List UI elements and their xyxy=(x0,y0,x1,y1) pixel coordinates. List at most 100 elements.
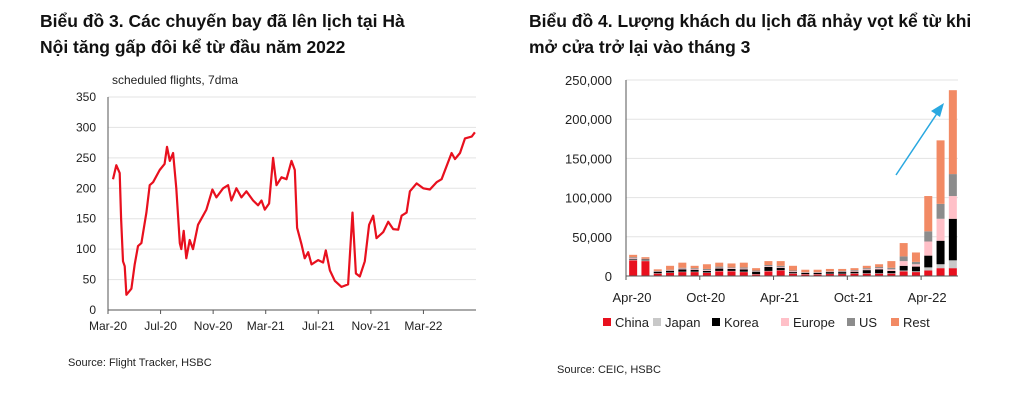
bar-korea-may-22 xyxy=(936,240,945,265)
bar-rest-mar-21 xyxy=(764,261,773,266)
bar-rest-jul-20 xyxy=(666,265,675,270)
legend-label-rest: Rest xyxy=(903,315,930,330)
bar-japan-apr-22 xyxy=(924,267,933,271)
bar-korea-dec-21 xyxy=(875,269,884,274)
bar-china-sep-20 xyxy=(690,272,699,276)
bar-china-apr-21 xyxy=(776,270,785,276)
bar-us-nov-21 xyxy=(862,268,871,270)
y-tick-label: 50 xyxy=(83,273,97,287)
bar-japan-apr-20 xyxy=(629,259,638,261)
bar-rest-mar-22 xyxy=(911,252,920,262)
bar-rest-feb-22 xyxy=(899,243,908,257)
legend-label-japan: Japan xyxy=(665,315,700,330)
bar-china-apr-20 xyxy=(629,260,638,276)
x-tick-label: Apr-20 xyxy=(612,290,651,305)
bar-china-sep-21 xyxy=(838,274,847,276)
y-tick-label: 200 xyxy=(76,181,96,195)
bar-rest-dec-21 xyxy=(875,264,884,267)
bar-korea-mar-21 xyxy=(764,266,773,271)
bar-china-jun-20 xyxy=(653,273,662,276)
chart-title-flights: Biểu đồ 3. Các chuyến bay đã lên lịch tạ… xyxy=(40,11,405,57)
legend-label-europe: Europe xyxy=(793,315,835,330)
bar-rest-may-21 xyxy=(789,265,797,271)
bar-china-may-21 xyxy=(789,273,797,276)
bar-china-mar-21 xyxy=(764,271,773,276)
bar-korea-jul-20 xyxy=(666,270,675,273)
bar-rest-jun-20 xyxy=(653,269,662,271)
bar-rest-sep-21 xyxy=(838,268,847,271)
bar-rest-apr-20 xyxy=(629,254,638,258)
x-tick-label: Apr-22 xyxy=(908,290,947,305)
bar-europe-mar-22 xyxy=(911,264,920,267)
trend-arrow-line xyxy=(895,111,939,176)
source-note-tourists: Source: CEIC, HSBC xyxy=(557,364,661,376)
bar-china-jan-22 xyxy=(887,273,896,276)
y-tick-label: 350 xyxy=(76,90,96,104)
bar-europe-aug-20 xyxy=(678,268,687,270)
legend-label-korea: Korea xyxy=(724,315,759,330)
bar-us-oct-20 xyxy=(702,268,711,271)
bar-china-jul-20 xyxy=(666,272,675,276)
bar-europe-dec-20 xyxy=(727,268,736,269)
bar-us-sep-20 xyxy=(690,268,699,269)
bar-us-sep-21 xyxy=(838,270,847,272)
bar-rest-nov-20 xyxy=(715,262,724,267)
bar-korea-sep-21 xyxy=(838,272,847,274)
bar-europe-jan-22 xyxy=(887,269,896,271)
bar-europe-jun-22 xyxy=(948,196,957,219)
y-axis-label: scheduled flights, 7dma xyxy=(112,73,238,87)
legend-swatch-korea xyxy=(712,318,720,326)
bar-us-jul-20 xyxy=(666,269,675,271)
bar-us-apr-21 xyxy=(776,265,785,267)
bar-us-may-21 xyxy=(789,270,797,272)
bar-europe-may-21 xyxy=(789,271,797,273)
y-tick-label: 150 xyxy=(76,212,96,226)
bar-japan-may-22 xyxy=(936,264,945,269)
y-tick-label: 150,000 xyxy=(565,151,612,166)
bar-europe-oct-21 xyxy=(850,270,859,272)
bar-us-oct-21 xyxy=(850,270,859,271)
bar-rest-nov-21 xyxy=(862,265,871,269)
bar-us-may-22 xyxy=(936,203,945,219)
bar-europe-apr-22 xyxy=(924,241,933,256)
bar-japan-mar-22 xyxy=(911,271,920,273)
x-tick-label: Nov-20 xyxy=(194,319,233,333)
bar-korea-dec-20 xyxy=(727,268,736,271)
legend-label-us: US xyxy=(859,315,877,330)
bar-rest-apr-21 xyxy=(776,261,785,266)
bar-europe-jan-21 xyxy=(739,268,748,270)
bar-europe-apr-20 xyxy=(629,257,638,259)
legend-label-china: China xyxy=(615,315,650,330)
bar-europe-mar-21 xyxy=(764,266,773,267)
bar-us-mar-21 xyxy=(764,265,773,267)
bar-europe-may-22 xyxy=(936,218,945,241)
bar-china-aug-20 xyxy=(678,272,687,276)
bar-rest-jul-21 xyxy=(813,269,822,273)
y-tick-label: 50,000 xyxy=(572,230,612,245)
bar-china-jul-21 xyxy=(813,274,822,276)
x-tick-label: Jul-21 xyxy=(302,319,335,333)
legend-swatch-japan xyxy=(653,318,661,326)
series-line-scheduled-flights xyxy=(111,131,476,296)
bar-korea-aug-20 xyxy=(678,269,687,272)
bar-us-mar-22 xyxy=(911,261,920,265)
bar-korea-jan-22 xyxy=(887,270,896,274)
bar-us-dec-20 xyxy=(727,267,736,269)
bar-china-jun-21 xyxy=(801,274,810,276)
bar-europe-dec-21 xyxy=(875,268,884,270)
bar-us-jan-21 xyxy=(739,267,748,269)
bar-korea-jun-20 xyxy=(653,271,662,274)
bar-rest-jun-21 xyxy=(801,269,810,273)
legend-swatch-rest xyxy=(891,318,899,326)
bar-korea-nov-21 xyxy=(862,270,871,274)
x-tick-label: Nov-21 xyxy=(352,319,391,333)
bar-korea-oct-20 xyxy=(702,270,711,273)
bar-rest-aug-21 xyxy=(825,268,834,272)
bar-us-apr-22 xyxy=(924,231,933,242)
bar-korea-mar-22 xyxy=(911,266,920,272)
bar-rest-feb-21 xyxy=(752,268,761,271)
bar-japan-feb-22 xyxy=(899,270,908,272)
bar-us-apr-20 xyxy=(629,257,638,258)
chart-title-tourists: Biểu đồ 4. Lượng khách du lịch đã nhảy v… xyxy=(529,11,972,57)
